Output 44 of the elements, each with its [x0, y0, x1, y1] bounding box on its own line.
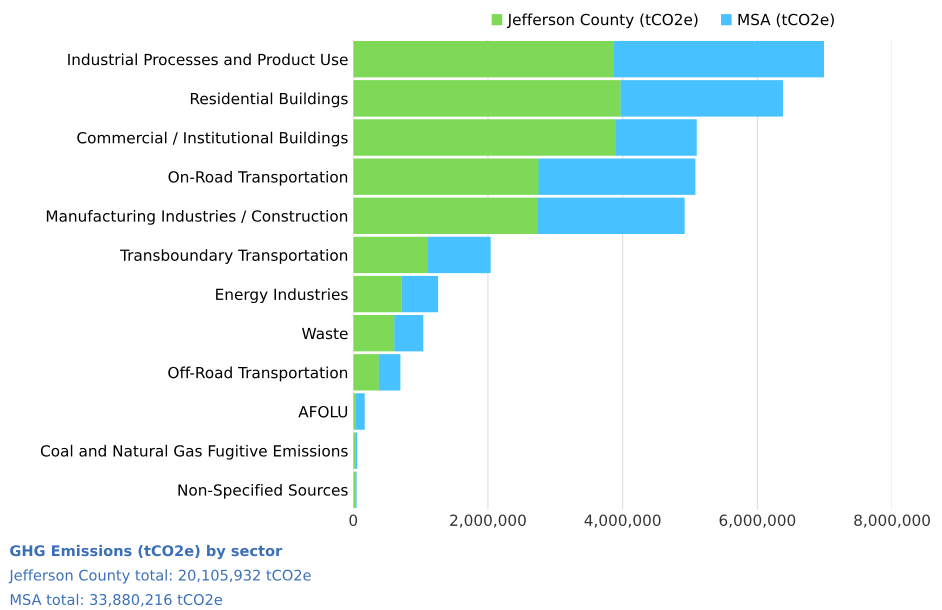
bar [353, 119, 616, 156]
y-tick-label: Coal and Natural Gas Fugitive Emissions [40, 444, 348, 460]
bar [402, 276, 438, 312]
bar [378, 354, 400, 391]
y-tick-label: Waste [302, 328, 348, 340]
y-tick-label: On-Road Transportation [168, 170, 348, 186]
bar [613, 41, 824, 78]
bar [353, 41, 614, 78]
bar [356, 393, 365, 430]
bar [427, 236, 491, 274]
x-tick-label: 6,000,000 [720, 514, 796, 528]
x-tick-label: 8,000,000 [854, 514, 930, 528]
y-tick-label: Non-Specified Sources [178, 484, 348, 499]
bar [394, 315, 424, 352]
y-tick-label: Commercial / Institutional Buildings [77, 132, 348, 146]
legend-label: Jefferson County (tCO2e) [506, 13, 698, 28]
bar [615, 119, 697, 156]
bar [353, 472, 356, 508]
text: Jefferson County total: 20,105,932 tCO2e [8, 569, 311, 584]
text: GHG Emissions (tCO2e) by sector [10, 544, 282, 560]
text: MSA total: 33,880,216 tCO2e [10, 594, 222, 607]
legend-label: MSA (tCO2e) [738, 13, 834, 28]
x-tick-label: 0 [349, 514, 358, 526]
bar [537, 198, 685, 234]
x-tick-label: 2,000,000 [450, 514, 526, 528]
bar [353, 80, 621, 117]
y-tick-label: Residential Buildings [190, 92, 348, 108]
x-tick-label: 4,000,000 [584, 514, 661, 528]
bar [353, 393, 356, 430]
bar [538, 158, 696, 195]
y-tick-label: Manufacturing Industries / Construction [46, 210, 348, 225]
y-tick-label: Off-Road Transportation [168, 366, 348, 382]
bar [620, 80, 783, 117]
bar [353, 198, 538, 234]
y-tick-label: Industrial Processes and Product Use [68, 53, 348, 66]
bar [353, 315, 394, 352]
bar [353, 432, 356, 469]
y-tick-label: Transboundary Transportation [120, 249, 348, 264]
y-tick-label: AFOLU [298, 406, 348, 418]
y-tick-label: Energy Industries [216, 288, 348, 304]
bar [353, 276, 402, 312]
bar [353, 236, 428, 274]
bar [353, 158, 538, 195]
bar [353, 354, 379, 391]
